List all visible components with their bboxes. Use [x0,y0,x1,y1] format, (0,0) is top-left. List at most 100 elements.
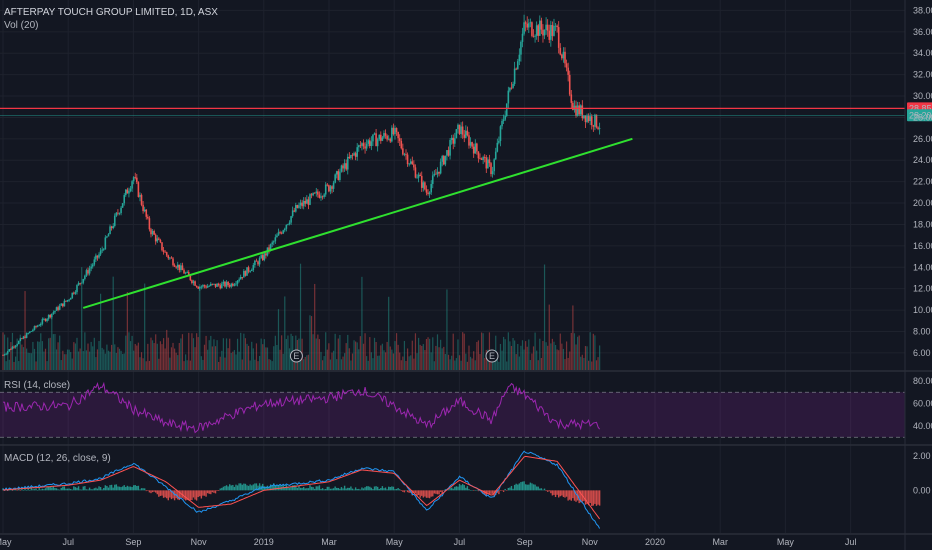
candle-body [317,191,319,195]
macd-histogram-bar [284,486,286,491]
volume-bar [169,357,171,370]
candle-body [491,171,494,175]
candle-body [71,292,74,298]
volume-bar [183,361,185,370]
candle-body [73,292,75,294]
macd-histogram-bar [170,490,173,500]
volume-bar [410,355,412,370]
candle-body [367,140,370,144]
macd-histogram-bar [84,486,86,491]
volume-bar [194,347,196,370]
macd-histogram-bar [488,490,491,495]
candle-body [117,212,119,214]
candle-body [402,148,404,155]
macd-histogram-bar [320,488,322,491]
macd-histogram-bar [559,490,561,497]
volume-bar [306,355,308,370]
volume-bar [147,343,149,370]
candle-body [524,22,527,24]
volume-bar [150,337,152,370]
volume-bar [451,355,453,370]
volume-bar [458,355,461,370]
candle-body [579,105,582,115]
volume-bar [462,332,464,370]
macd-histogram-bar [71,489,73,491]
volume-bar [274,335,276,370]
macd-histogram-bar [424,490,426,497]
macd-histogram-bar [340,487,343,491]
candle-body [499,126,502,141]
macd-histogram-bar [310,486,313,491]
macd-histogram-bar [112,487,114,491]
macd-histogram-bar [249,484,251,491]
macd-histogram-bar [309,485,311,491]
volume-bar [107,350,110,370]
volume-bar [167,337,169,370]
macd-histogram-bar [507,487,510,491]
candle-body [332,182,335,189]
candle-body [542,29,544,36]
volume-bar [463,333,465,370]
volume-bar [255,343,258,370]
volume-bar [573,333,576,370]
volume-bar [233,350,236,370]
candle-body [247,267,250,272]
volume-bar [460,360,462,370]
macd-histogram-bar [246,485,248,491]
macd-histogram-bar [534,484,536,491]
volume-bar [70,352,72,370]
volume-bar [512,338,514,370]
volume-bar [263,339,265,370]
candle-body [158,238,160,240]
volume-bar [595,360,598,370]
macd-histogram-bar [62,486,64,491]
candle-body [255,260,258,262]
candle-body [310,194,313,196]
macd-histogram-bar [46,486,48,491]
macd-histogram-bar [526,484,528,491]
candle-body [151,230,154,235]
macd-histogram-bar [469,490,472,491]
macd-histogram-bar [287,486,289,491]
macd-histogram-bar [88,487,91,491]
macd-histogram-bar [30,486,33,491]
candle-body [356,147,359,157]
macd-histogram-bar [200,490,203,499]
volume-bar [443,346,445,370]
volume-bar [214,346,217,370]
volume-bar [485,349,487,370]
macd-histogram-bar [69,489,72,491]
candle-body [513,68,516,84]
volume-bar [79,348,81,370]
macd-histogram-bar [230,485,232,491]
macd-histogram-bar [414,490,417,494]
macd-histogram-bar [558,490,560,498]
volume-bar [41,341,43,370]
macd-histogram-bar [233,486,236,491]
volume-bar [148,360,151,370]
volume-label: Vol (20) [4,20,38,31]
macd-histogram-bar [561,490,563,496]
macd-histogram-bar [5,487,7,491]
volume-bar [581,354,583,370]
candle-body [518,54,521,62]
volume-bar [416,353,418,370]
macd-histogram-bar [531,483,533,491]
volume-bar [562,348,565,370]
candle-body [364,146,366,149]
volume-bar [271,361,273,370]
volume-bar [314,283,316,370]
volume-bar [13,361,15,370]
macd-histogram-bar [329,488,332,491]
candle-body [32,329,34,332]
volume-bar [216,340,218,370]
volume-bar [455,358,457,370]
volume-bar [257,361,259,370]
candle-body [395,128,398,132]
volume-bar [430,352,432,370]
macd-histogram-bar [19,490,22,491]
volume-bar [230,352,232,370]
candle-body [531,22,533,36]
volume-bar [29,352,31,370]
